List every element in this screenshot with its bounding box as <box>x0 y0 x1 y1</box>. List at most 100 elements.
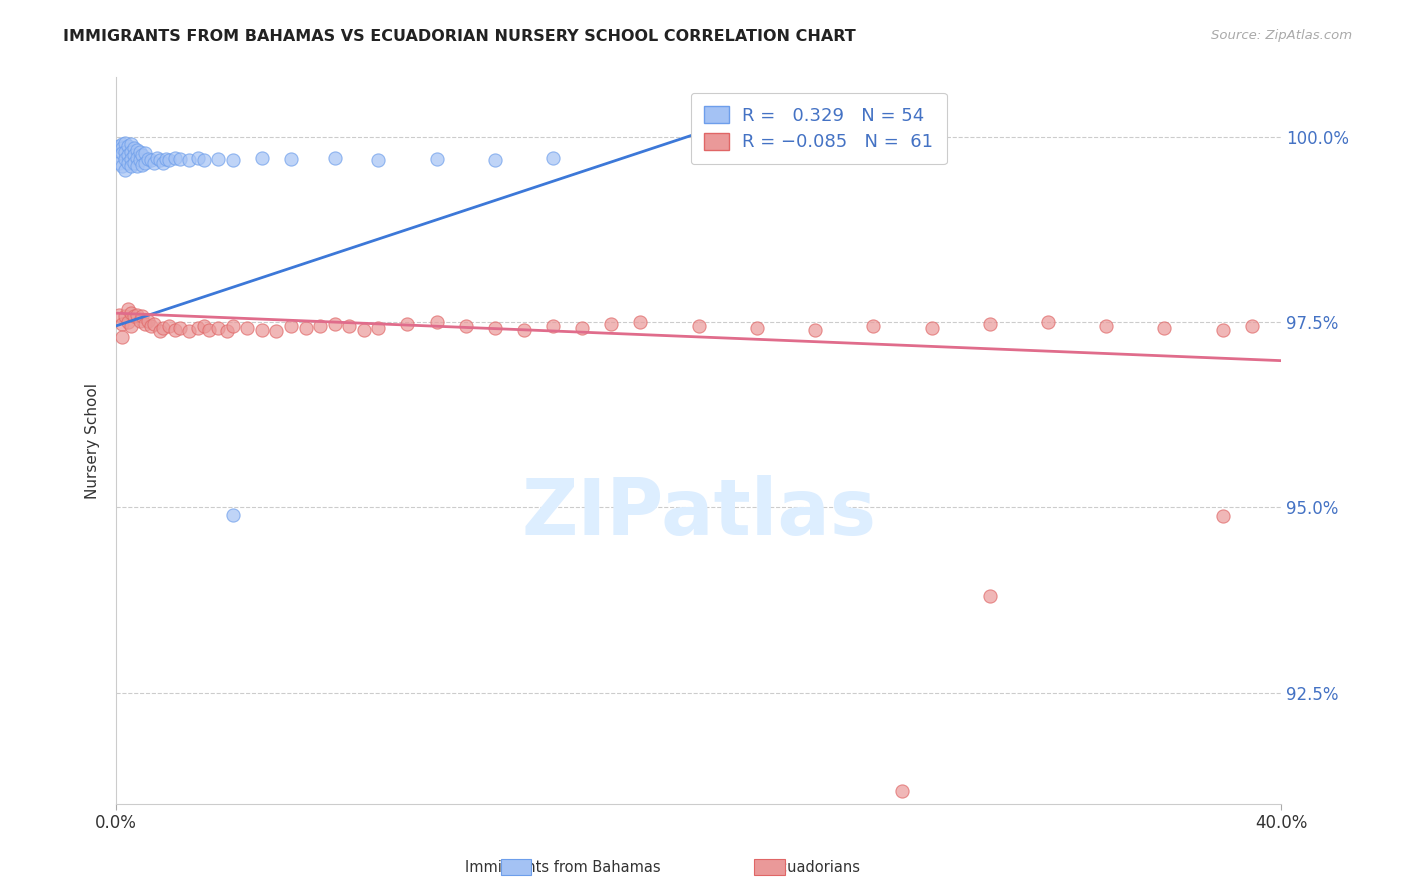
Point <box>177 153 200 168</box>
Point <box>1240 318 1263 333</box>
Point <box>484 153 506 168</box>
Point <box>134 146 156 161</box>
Point <box>155 152 177 166</box>
Point <box>125 143 148 157</box>
Point <box>111 317 134 331</box>
Point <box>353 322 375 336</box>
Point <box>236 321 259 335</box>
Point <box>136 313 159 327</box>
Point <box>143 155 166 169</box>
Point <box>111 141 134 155</box>
Point <box>207 152 229 166</box>
Point <box>122 309 145 323</box>
Point <box>169 321 191 335</box>
Point <box>266 324 288 338</box>
Text: IMMIGRANTS FROM BAHAMAS VS ECUADORIAN NURSERY SCHOOL CORRELATION CHART: IMMIGRANTS FROM BAHAMAS VS ECUADORIAN NU… <box>63 29 856 44</box>
Point <box>125 160 148 174</box>
Point <box>128 145 150 159</box>
Point <box>600 317 623 331</box>
Point <box>425 152 447 166</box>
Point <box>149 324 172 338</box>
Point <box>122 155 145 169</box>
Point <box>1095 318 1118 333</box>
Point <box>128 313 150 327</box>
Point <box>745 131 768 145</box>
Point <box>117 315 139 329</box>
Text: Immigrants from Bahamas: Immigrants from Bahamas <box>464 860 661 874</box>
Point <box>122 141 145 155</box>
Point <box>163 322 186 336</box>
Point <box>215 324 238 338</box>
Point <box>541 151 564 165</box>
Point <box>108 148 131 162</box>
Point <box>280 152 302 166</box>
Point <box>117 148 139 162</box>
Point <box>157 318 180 333</box>
Point <box>111 330 134 344</box>
Point <box>146 151 169 165</box>
Point <box>862 318 884 333</box>
Point <box>117 138 139 153</box>
Point <box>187 321 209 335</box>
Point <box>628 315 651 329</box>
Point <box>125 308 148 322</box>
Point <box>1036 315 1059 329</box>
Point <box>134 155 156 169</box>
Point <box>367 153 389 168</box>
Point <box>131 148 153 162</box>
Point <box>152 155 174 169</box>
Point <box>891 783 914 797</box>
Point <box>250 151 273 165</box>
Point <box>454 318 477 333</box>
Point <box>294 321 316 335</box>
Point <box>169 152 191 166</box>
Point <box>108 138 131 153</box>
Point <box>804 322 827 336</box>
Point <box>198 322 221 336</box>
Point <box>193 153 215 168</box>
Point <box>141 318 163 333</box>
Point <box>1212 322 1234 336</box>
Point <box>157 153 180 168</box>
Point <box>396 317 419 331</box>
Point <box>425 315 447 329</box>
Point <box>111 137 134 152</box>
Point <box>222 318 245 333</box>
Point <box>222 508 245 522</box>
Point <box>193 318 215 333</box>
Point <box>125 151 148 165</box>
Point <box>131 309 153 323</box>
Y-axis label: Nursery School: Nursery School <box>86 383 100 499</box>
Point <box>114 136 136 150</box>
Point <box>120 160 142 174</box>
Point <box>120 137 142 152</box>
Point <box>250 322 273 336</box>
Point <box>149 153 172 168</box>
Point <box>1153 321 1175 335</box>
Point <box>979 317 1001 331</box>
Text: ZIPatlas: ZIPatlas <box>522 475 876 551</box>
Point <box>323 317 346 331</box>
Point <box>1212 509 1234 524</box>
Point <box>187 151 209 165</box>
Point <box>571 321 593 335</box>
Text: Ecuadorians: Ecuadorians <box>770 860 860 874</box>
Point <box>136 152 159 166</box>
Point <box>979 590 1001 604</box>
Point <box>152 321 174 335</box>
Point <box>108 155 131 169</box>
Point <box>128 153 150 168</box>
Point <box>120 152 142 166</box>
Point <box>141 153 163 168</box>
Point <box>108 308 131 322</box>
Point <box>323 151 346 165</box>
Point <box>337 318 360 333</box>
Point <box>114 309 136 323</box>
Point <box>367 321 389 335</box>
Point <box>222 153 245 168</box>
Point <box>163 151 186 165</box>
Text: Source: ZipAtlas.com: Source: ZipAtlas.com <box>1212 29 1353 42</box>
Point <box>143 317 166 331</box>
Point <box>120 145 142 159</box>
Point <box>117 155 139 169</box>
